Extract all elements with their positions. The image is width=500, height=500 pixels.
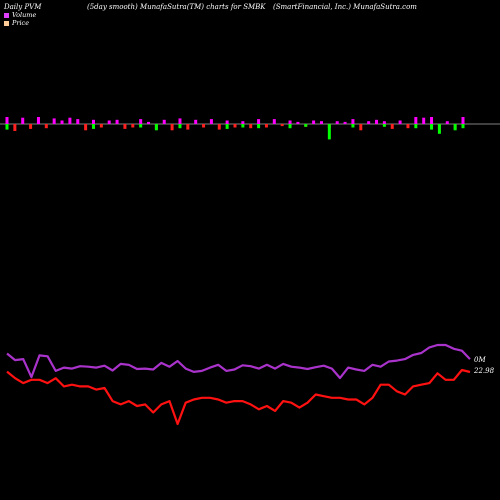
bar [217, 124, 221, 130]
green-bar [5, 124, 9, 130]
legend-volume-label: Volume [12, 11, 37, 19]
legend-price-swatch [4, 20, 9, 26]
price-line [6, 368, 471, 426]
bar [367, 121, 371, 124]
legend-price: Price [4, 19, 29, 27]
bar [351, 119, 355, 124]
bar [288, 120, 292, 124]
green-bar [91, 124, 95, 129]
bar [5, 117, 9, 124]
bar [414, 117, 418, 124]
bar [13, 124, 17, 131]
green-bar [430, 124, 434, 130]
bar [296, 121, 300, 124]
bar [445, 121, 449, 124]
bar [68, 117, 72, 124]
green-bar [351, 124, 355, 128]
price-last-label: 22.98 [473, 367, 495, 375]
bar [257, 119, 261, 124]
bar [21, 117, 25, 124]
bar [422, 117, 426, 124]
bar [139, 119, 143, 124]
bar [335, 121, 339, 124]
bar [202, 124, 206, 128]
bar [430, 117, 434, 124]
legend-volume: Volume [4, 11, 36, 19]
header-center: (5day smooth) MunafaSutra(TM) charts for… [87, 3, 266, 11]
bar [233, 124, 237, 128]
bar [319, 121, 323, 124]
bar [115, 119, 119, 124]
bar [375, 119, 379, 124]
bar [343, 121, 347, 124]
bar [406, 124, 410, 129]
header-right: (SmartFinancial, Inc.) MunafaSutra.com [273, 3, 417, 11]
bar [398, 120, 402, 124]
bar [209, 119, 213, 124]
green-bar [414, 124, 418, 129]
bar [52, 118, 56, 124]
bar [249, 124, 253, 129]
bar [99, 124, 103, 128]
green-bar [304, 124, 308, 127]
volume-last-label: 0M [474, 356, 486, 364]
legend-volume-swatch [4, 12, 9, 18]
bar [44, 124, 48, 129]
bar [107, 120, 111, 124]
green-bar [382, 124, 386, 127]
bar [60, 120, 64, 124]
bar [225, 120, 229, 124]
green-bar [437, 124, 441, 134]
bar [272, 119, 276, 124]
header-left: Daily PVM [4, 3, 42, 11]
green-bar [225, 124, 229, 129]
bar [178, 118, 182, 124]
bar [170, 124, 174, 131]
bar [162, 119, 166, 124]
bar [91, 119, 95, 124]
bar [36, 117, 40, 124]
bar [186, 124, 190, 130]
bar [147, 121, 151, 124]
bar [280, 124, 284, 127]
green-bar [139, 124, 143, 128]
green-bar [453, 124, 457, 131]
bar [123, 124, 127, 129]
green-bar [257, 124, 261, 129]
legend-price-label: Price [12, 19, 30, 27]
bar [76, 119, 80, 124]
green-bar [288, 124, 292, 129]
bar [382, 121, 386, 124]
bar [461, 117, 465, 124]
bar [312, 120, 316, 124]
bar [194, 119, 198, 124]
green-bar [241, 124, 245, 128]
bar [241, 121, 245, 124]
bar [29, 124, 33, 129]
green-bar [178, 124, 182, 129]
bar [264, 124, 268, 128]
green-bar [154, 124, 158, 131]
green-bar [461, 124, 465, 129]
bar [84, 124, 88, 131]
bar [131, 124, 135, 128]
bar [359, 124, 363, 131]
green-bar [327, 124, 331, 140]
bar [390, 124, 394, 129]
volume-line [6, 343, 471, 380]
